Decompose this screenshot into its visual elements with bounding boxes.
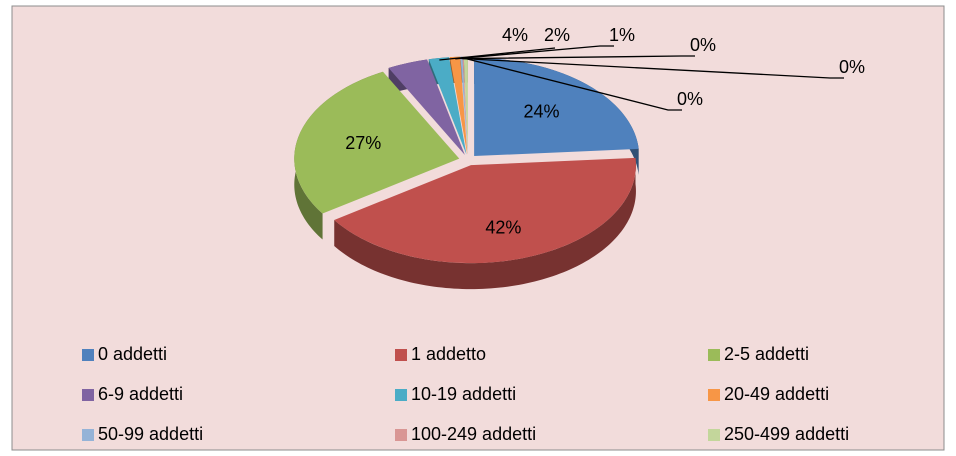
legend-label: 0 addetti	[98, 344, 167, 364]
legend-swatch	[82, 429, 94, 441]
leader-line	[455, 45, 614, 60]
slice	[462, 56, 468, 155]
legend-swatch	[708, 429, 720, 441]
legend-label: 20-49 addetti	[724, 384, 829, 404]
slice	[463, 56, 468, 155]
leader-line	[463, 57, 844, 79]
legend-label: 100-249 addetti	[411, 424, 536, 444]
leader-line	[465, 57, 682, 111]
legend-label: 250-499 addetti	[724, 424, 849, 444]
leader-line	[461, 55, 695, 60]
legend-swatch	[82, 389, 94, 401]
slice	[294, 71, 460, 214]
legend-label: 1 addetto	[411, 344, 486, 364]
data-label: 1%	[609, 25, 635, 45]
legend-swatch	[708, 349, 720, 361]
legend-swatch	[708, 389, 720, 401]
legend-label: 6-9 addetti	[98, 384, 183, 404]
data-label: 2%	[544, 25, 570, 45]
data-label: 42%	[485, 217, 521, 237]
legend-swatch	[395, 429, 407, 441]
legend-swatch	[395, 389, 407, 401]
legend-label: 50-99 addetti	[98, 424, 203, 444]
slice	[388, 59, 465, 155]
data-label: 24%	[524, 102, 560, 122]
legend-label: 2-5 addetti	[724, 344, 809, 364]
data-label: 0%	[677, 89, 703, 109]
data-label: 0%	[839, 57, 865, 77]
data-label: 27%	[345, 133, 381, 153]
slice-side	[334, 157, 636, 290]
slice	[334, 157, 636, 264]
slice	[449, 56, 468, 155]
data-label: 4%	[502, 25, 528, 45]
legend-swatch	[82, 349, 94, 361]
slice	[428, 57, 467, 155]
slice	[460, 56, 468, 155]
slice	[474, 58, 639, 157]
legend-swatch	[395, 349, 407, 361]
data-label: 0%	[690, 35, 716, 55]
legend-label: 10-19 addetti	[411, 384, 516, 404]
